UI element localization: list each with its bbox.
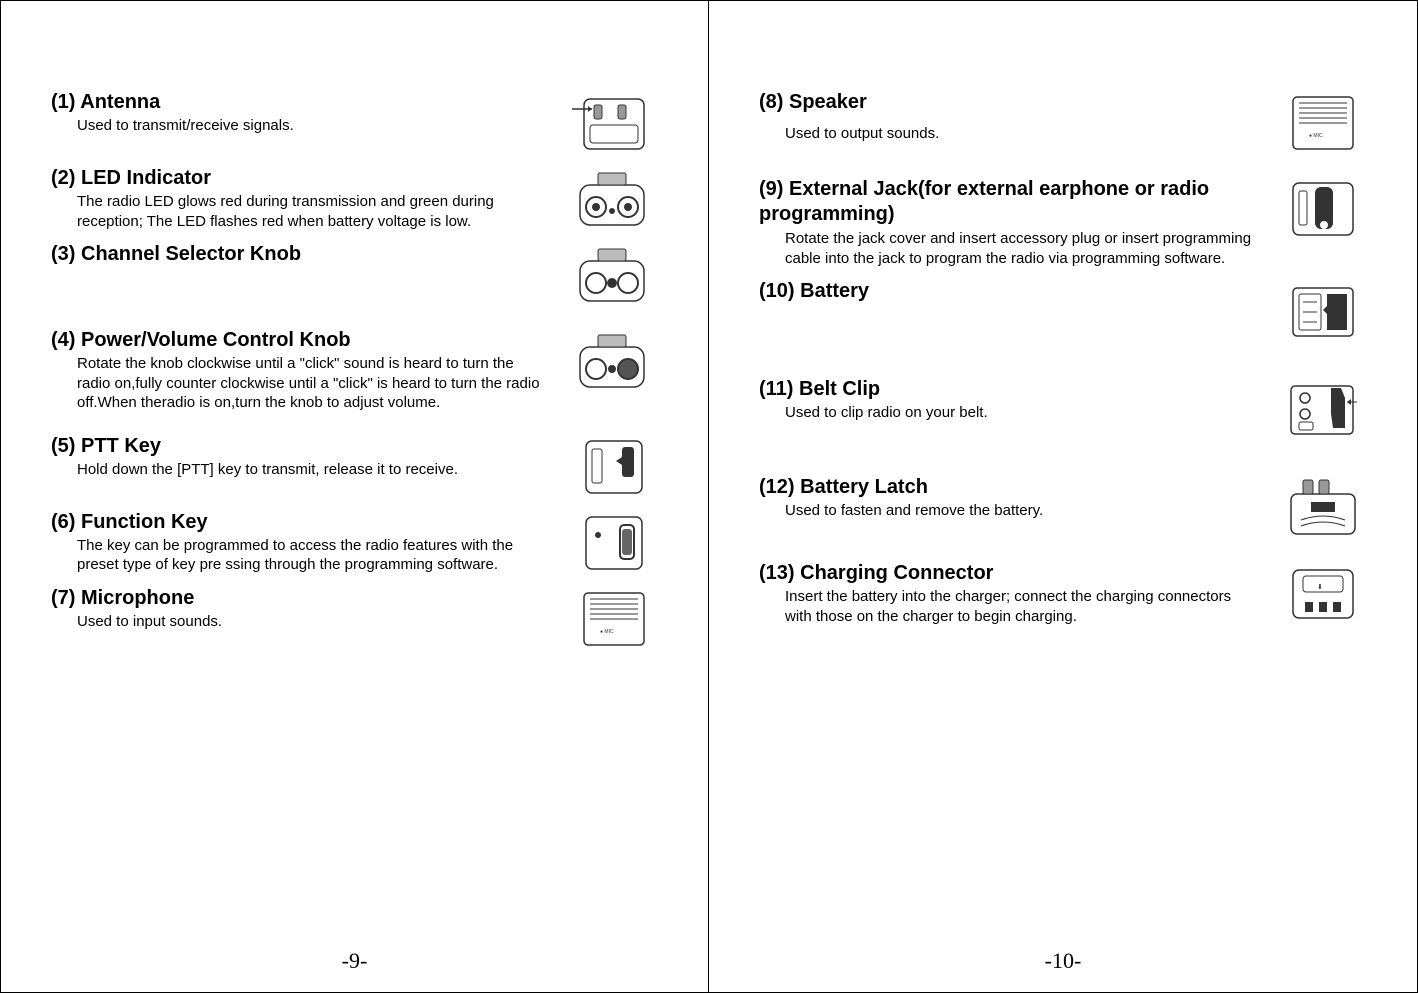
desc-speaker: Used to output sounds. — [759, 124, 1255, 144]
desc-belt: Used to clip radio on your belt. — [759, 403, 1255, 423]
power-knob-icon — [566, 329, 658, 393]
item-speaker: (8) Speaker Used to output sounds. ● MIC — [759, 91, 1367, 155]
desc-led: The radio LED glows red during transmiss… — [51, 192, 546, 231]
desc-ptt: Hold down the [PTT] key to transmit, rel… — [51, 460, 546, 480]
ptt-icon — [566, 435, 658, 499]
title-fn: (6) Function Key — [51, 511, 546, 534]
title-belt: (11) Belt Clip — [759, 378, 1255, 401]
item-ptt: (5) PTT Key Hold down the [PTT] key to t… — [51, 435, 658, 499]
page-spread: (1) Antenna Used to transmit/receive sig… — [0, 0, 1418, 993]
led-icon — [566, 167, 658, 231]
svg-text:● MIC: ● MIC — [600, 629, 614, 635]
item-belt: (11) Belt Clip Used to clip radio on you… — [759, 378, 1367, 442]
title-latch: (12) Battery Latch — [759, 476, 1255, 499]
title-power: (4) Power/Volume Control Knob — [51, 329, 546, 352]
page-left: (1) Antenna Used to transmit/receive sig… — [0, 0, 709, 993]
item-antenna: (1) Antenna Used to transmit/receive sig… — [51, 91, 658, 155]
desc-antenna: Used to transmit/receive signals. — [51, 116, 546, 136]
charger-icon: ⬇ — [1275, 562, 1367, 626]
fn-icon — [566, 511, 658, 575]
item-mic: (7) Microphone Used to input sounds. ● M… — [51, 587, 658, 651]
mic-icon: ● MIC — [566, 587, 658, 651]
desc-jack: Rotate the jack cover and insert accesso… — [759, 229, 1255, 268]
latch-icon — [1275, 476, 1367, 540]
desc-latch: Used to fasten and remove the battery. — [759, 501, 1255, 521]
item-battery: (10) Battery — [759, 280, 1367, 344]
title-speaker: (8) Speaker — [759, 91, 1255, 114]
item-fn: (6) Function Key The key can be programm… — [51, 511, 658, 575]
title-battery: (10) Battery — [759, 280, 1255, 303]
item-channel: (3) Channel Selector Knob — [51, 243, 658, 307]
title-channel: (3) Channel Selector Knob — [51, 243, 546, 266]
desc-fn: The key can be programmed to access the … — [51, 536, 546, 575]
desc-charger: Insert the battery into the charger; con… — [759, 587, 1255, 626]
title-led: (2) LED Indicator — [51, 167, 546, 190]
item-power: (4) Power/Volume Control Knob Rotate the… — [51, 329, 658, 413]
desc-power: Rotate the knob clockwise until a "click… — [51, 354, 546, 413]
svg-text:● MIC: ● MIC — [1309, 133, 1323, 139]
jack-icon — [1275, 177, 1367, 241]
channel-knob-icon — [566, 243, 658, 307]
title-antenna: (1) Antenna — [51, 91, 546, 114]
item-jack: (9) External Jack(for external earphone … — [759, 177, 1367, 268]
page-number-left: -9- — [342, 948, 368, 974]
battery-icon — [1275, 280, 1367, 344]
item-latch: (12) Battery Latch Used to fasten and re… — [759, 476, 1367, 540]
title-ptt: (5) PTT Key — [51, 435, 546, 458]
desc-mic: Used to input sounds. — [51, 612, 546, 632]
title-charger: (13) Charging Connector — [759, 562, 1255, 585]
item-charger: (13) Charging Connector Insert the batte… — [759, 562, 1367, 626]
page-right: (8) Speaker Used to output sounds. ● MIC… — [709, 0, 1418, 993]
page-number-right: -10- — [1045, 948, 1082, 974]
svg-text:⬇: ⬇ — [1317, 583, 1323, 591]
antenna-icon — [566, 91, 658, 155]
speaker-icon: ● MIC — [1275, 91, 1367, 155]
title-mic: (7) Microphone — [51, 587, 546, 610]
belt-clip-icon — [1275, 378, 1367, 442]
title-jack: (9) External Jack(for external earphone … — [759, 177, 1255, 227]
item-led: (2) LED Indicator The radio LED glows re… — [51, 167, 658, 231]
